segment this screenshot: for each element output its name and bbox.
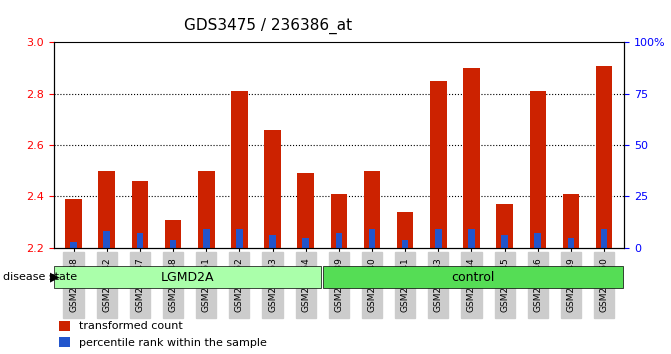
Bar xyxy=(103,232,110,248)
Bar xyxy=(132,181,148,248)
Bar xyxy=(368,229,375,248)
Text: LGMD2A: LGMD2A xyxy=(161,270,215,284)
Bar xyxy=(497,204,513,248)
Bar xyxy=(397,212,413,248)
Bar xyxy=(435,229,442,248)
Bar xyxy=(99,171,115,248)
Bar xyxy=(170,240,176,248)
Bar xyxy=(601,229,607,248)
Bar xyxy=(65,199,82,248)
Bar xyxy=(269,235,276,248)
Bar xyxy=(198,171,215,248)
Bar xyxy=(501,235,508,248)
Bar xyxy=(137,233,143,248)
Bar xyxy=(563,194,579,248)
Bar xyxy=(264,130,281,248)
FancyBboxPatch shape xyxy=(323,266,623,288)
Bar xyxy=(535,233,541,248)
Text: disease state: disease state xyxy=(3,272,77,282)
Bar xyxy=(231,91,248,248)
Bar xyxy=(297,173,314,248)
Bar xyxy=(70,242,77,248)
Bar xyxy=(529,91,546,248)
Bar xyxy=(402,240,409,248)
Bar xyxy=(331,194,347,248)
Text: GDS3475 / 236386_at: GDS3475 / 236386_at xyxy=(185,18,352,34)
Bar xyxy=(568,238,574,248)
Bar xyxy=(430,81,447,248)
Bar xyxy=(336,233,342,248)
Bar xyxy=(463,68,480,248)
Bar xyxy=(203,229,209,248)
Text: ▶: ▶ xyxy=(50,270,60,283)
FancyBboxPatch shape xyxy=(54,266,321,288)
Bar xyxy=(468,229,475,248)
Bar xyxy=(303,238,309,248)
Legend: transformed count, percentile rank within the sample: transformed count, percentile rank withi… xyxy=(59,321,267,348)
Bar xyxy=(364,171,380,248)
Text: control: control xyxy=(452,270,495,284)
Bar xyxy=(236,229,243,248)
Bar xyxy=(596,65,613,248)
Bar xyxy=(165,219,181,248)
